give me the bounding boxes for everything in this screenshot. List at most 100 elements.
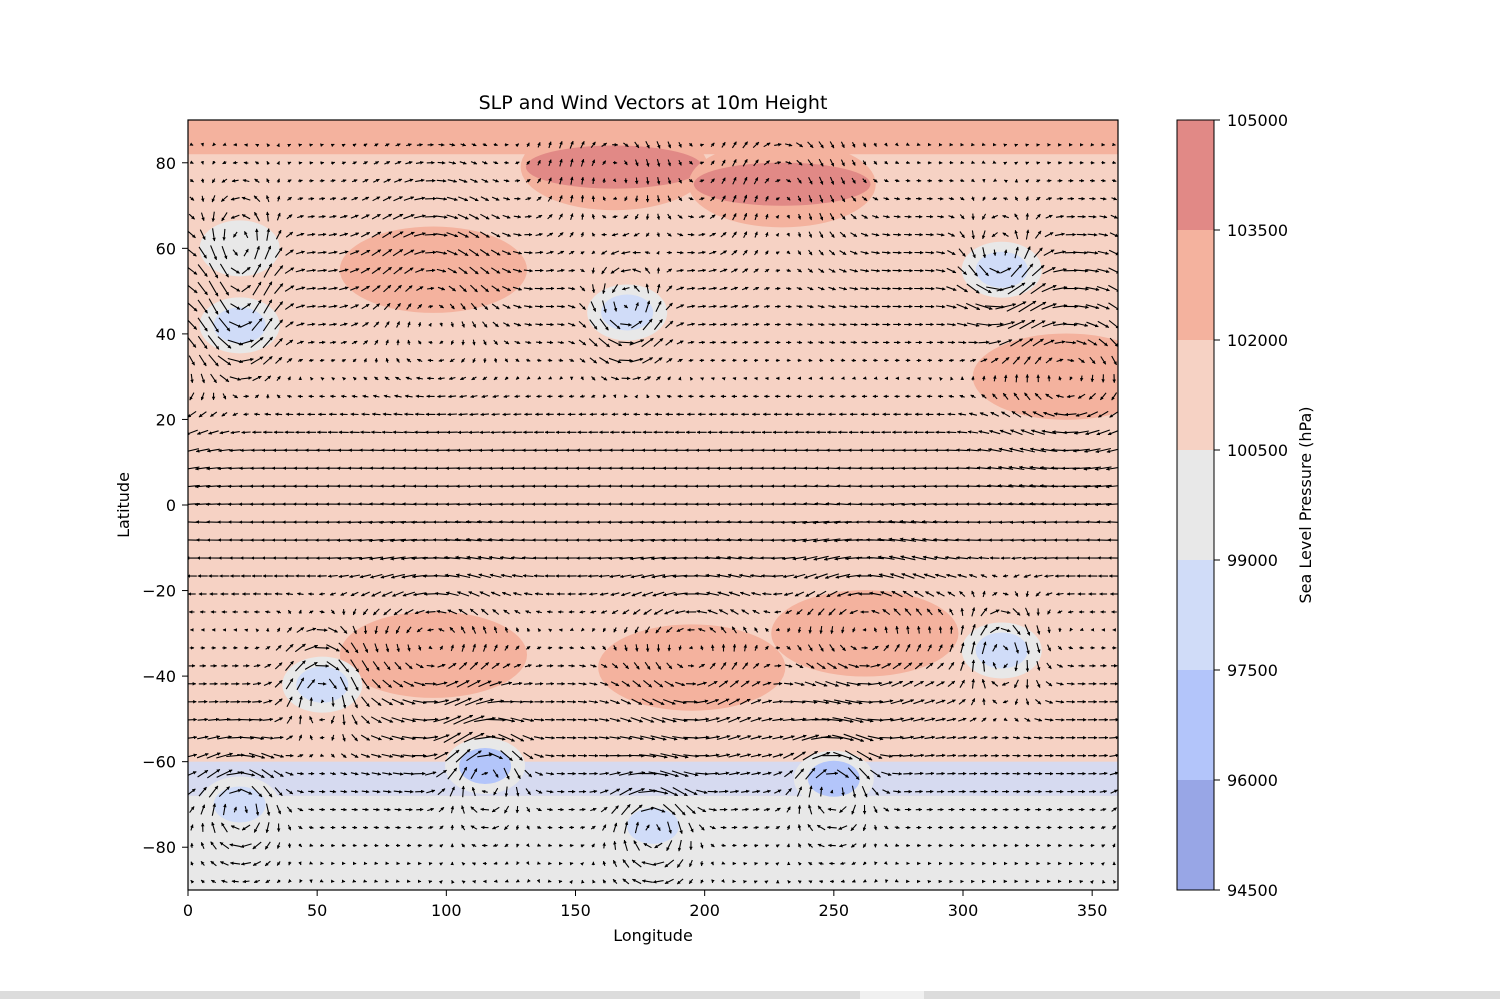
wind-arrow xyxy=(678,396,683,397)
wind-arrow xyxy=(321,144,324,145)
wind-arrow xyxy=(983,145,986,146)
wind-arrow xyxy=(831,378,834,379)
wind-arrow xyxy=(926,234,934,235)
wind-arrow xyxy=(863,378,866,379)
wind-arrow xyxy=(517,806,518,813)
colorbar: 94500 96000 97500 99000 100500 102000 103500 10… xyxy=(1177,111,1288,900)
wind-arrow xyxy=(202,144,203,147)
wind-arrow xyxy=(799,805,800,813)
wind-arrow xyxy=(569,666,575,667)
wind-arrow xyxy=(425,216,437,217)
wind-arrow xyxy=(624,396,627,397)
wind-arrow xyxy=(958,342,966,343)
colorbar-tick-label: 103500 xyxy=(1227,221,1288,240)
wind-arrow xyxy=(744,378,747,379)
x-tick-label: 100 xyxy=(431,901,462,920)
wind-arrow xyxy=(353,881,356,882)
wind-arrow xyxy=(582,880,583,883)
x-tick-label: 200 xyxy=(689,901,720,920)
wind-arrow xyxy=(850,324,857,325)
wind-arrow xyxy=(535,306,543,307)
wind-arrow xyxy=(734,644,735,651)
wind-arrow xyxy=(448,414,457,415)
wind-arrow xyxy=(743,360,747,361)
wind-arrow xyxy=(315,666,328,667)
colorbar-band xyxy=(1177,340,1214,450)
wind-arrow xyxy=(689,648,692,649)
wind-arrow xyxy=(1047,180,1052,181)
wind-arrow xyxy=(972,145,975,146)
wind-arrow xyxy=(557,306,565,307)
wind-arrow xyxy=(245,145,248,146)
wind-arrow xyxy=(687,270,695,271)
colorbar-tick-label: 99000 xyxy=(1227,551,1278,570)
wind-arrow xyxy=(841,881,845,882)
wind-arrow xyxy=(548,360,552,361)
y-tick-label: −80 xyxy=(142,838,176,857)
wind-arrow xyxy=(1108,522,1121,523)
wind-arrow xyxy=(569,270,575,271)
wind-arrow xyxy=(958,755,967,756)
wind-arrow xyxy=(743,342,748,343)
low-pressure-core xyxy=(627,808,679,844)
x-tick-label: 150 xyxy=(560,901,591,920)
wind-arrow xyxy=(534,576,544,577)
wind-arrow xyxy=(969,755,977,756)
wind-arrow xyxy=(984,699,985,706)
wind-arrow xyxy=(1101,181,1106,182)
wind-arrow xyxy=(538,863,541,864)
wind-arrow xyxy=(582,214,583,220)
wind-arrow xyxy=(973,214,974,220)
wind-arrow xyxy=(308,791,314,792)
wind-arrow xyxy=(754,827,759,828)
wind-arrow xyxy=(437,396,445,397)
wind-arrow xyxy=(858,684,872,685)
wind-arrow xyxy=(786,306,792,307)
wind-arrow xyxy=(722,378,725,379)
wind-arrow xyxy=(524,252,532,253)
wind-arrow xyxy=(992,737,999,738)
wind-arrow xyxy=(1091,863,1094,864)
wind-arrow xyxy=(906,162,910,163)
wind-arrow xyxy=(979,342,990,343)
y-axis-label: Latitude xyxy=(114,472,133,538)
wind-arrow xyxy=(755,863,758,864)
wind-arrow xyxy=(1026,145,1029,146)
scrollbar-thumb-right[interactable] xyxy=(924,991,1500,999)
wind-arrow xyxy=(712,880,713,883)
x-axis: 0 50 100 150 200 250 300 350 xyxy=(183,890,1108,920)
wind-arrow xyxy=(925,773,934,774)
wind-arrow xyxy=(319,342,325,343)
x-tick-label: 350 xyxy=(1077,901,1108,920)
wind-arrow xyxy=(252,701,262,702)
wind-arrow xyxy=(754,342,759,343)
wind-arrow xyxy=(896,863,899,864)
wind-arrow xyxy=(570,648,574,649)
wind-arrow xyxy=(492,414,500,415)
wind-arrow xyxy=(1089,216,1097,217)
colorbar-band xyxy=(1177,450,1214,560)
wind-arrow xyxy=(1010,540,1022,541)
wind-arrow xyxy=(613,198,617,199)
wind-arrow xyxy=(895,845,899,846)
y-tick-label: 0 xyxy=(166,496,176,515)
wind-arrow xyxy=(860,306,868,307)
wind-arrow xyxy=(578,738,587,739)
x-tick-label: 50 xyxy=(307,901,327,920)
wind-arrow xyxy=(840,342,846,343)
wind-arrow xyxy=(548,827,553,828)
wind-arrow xyxy=(318,684,326,685)
wind-arrow xyxy=(522,558,534,559)
wind-arrow xyxy=(1027,660,1028,672)
wind-arrow xyxy=(914,773,923,774)
wind-arrow xyxy=(481,809,489,810)
wind-arrow xyxy=(826,486,839,487)
wind-arrow xyxy=(1057,198,1063,199)
wind-arrow xyxy=(775,288,780,289)
wind-arrow xyxy=(547,612,552,613)
scrollbar-thumb[interactable] xyxy=(0,991,860,999)
y-tick-label: 20 xyxy=(156,410,176,429)
wind-arrow xyxy=(330,791,336,792)
wind-arrow xyxy=(677,252,684,253)
wind-arrow xyxy=(320,180,325,181)
